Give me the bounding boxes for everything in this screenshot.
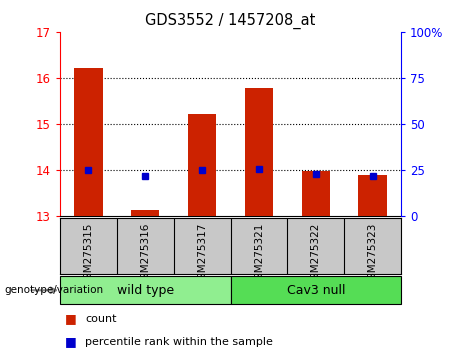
Text: ■: ■: [65, 335, 76, 348]
Bar: [188, 114, 216, 216]
Bar: [60, 276, 230, 304]
Text: GSM275317: GSM275317: [197, 222, 207, 286]
Bar: [245, 88, 273, 216]
Bar: [358, 176, 387, 216]
Text: wild type: wild type: [117, 284, 174, 297]
Text: GSM275322: GSM275322: [311, 222, 321, 286]
Bar: [230, 276, 401, 304]
Text: Cav3 null: Cav3 null: [287, 284, 345, 297]
Text: GSM275316: GSM275316: [140, 222, 150, 286]
Text: GSM275321: GSM275321: [254, 222, 264, 286]
Bar: [74, 68, 102, 216]
Title: GDS3552 / 1457208_at: GDS3552 / 1457208_at: [145, 13, 316, 29]
Text: GSM275323: GSM275323: [367, 222, 378, 286]
Text: count: count: [85, 314, 117, 324]
Text: ■: ■: [65, 312, 76, 325]
Text: percentile rank within the sample: percentile rank within the sample: [85, 337, 273, 347]
Bar: [301, 171, 330, 216]
Bar: [131, 210, 160, 216]
Text: GSM275315: GSM275315: [83, 222, 94, 286]
Text: genotype/variation: genotype/variation: [5, 285, 104, 295]
